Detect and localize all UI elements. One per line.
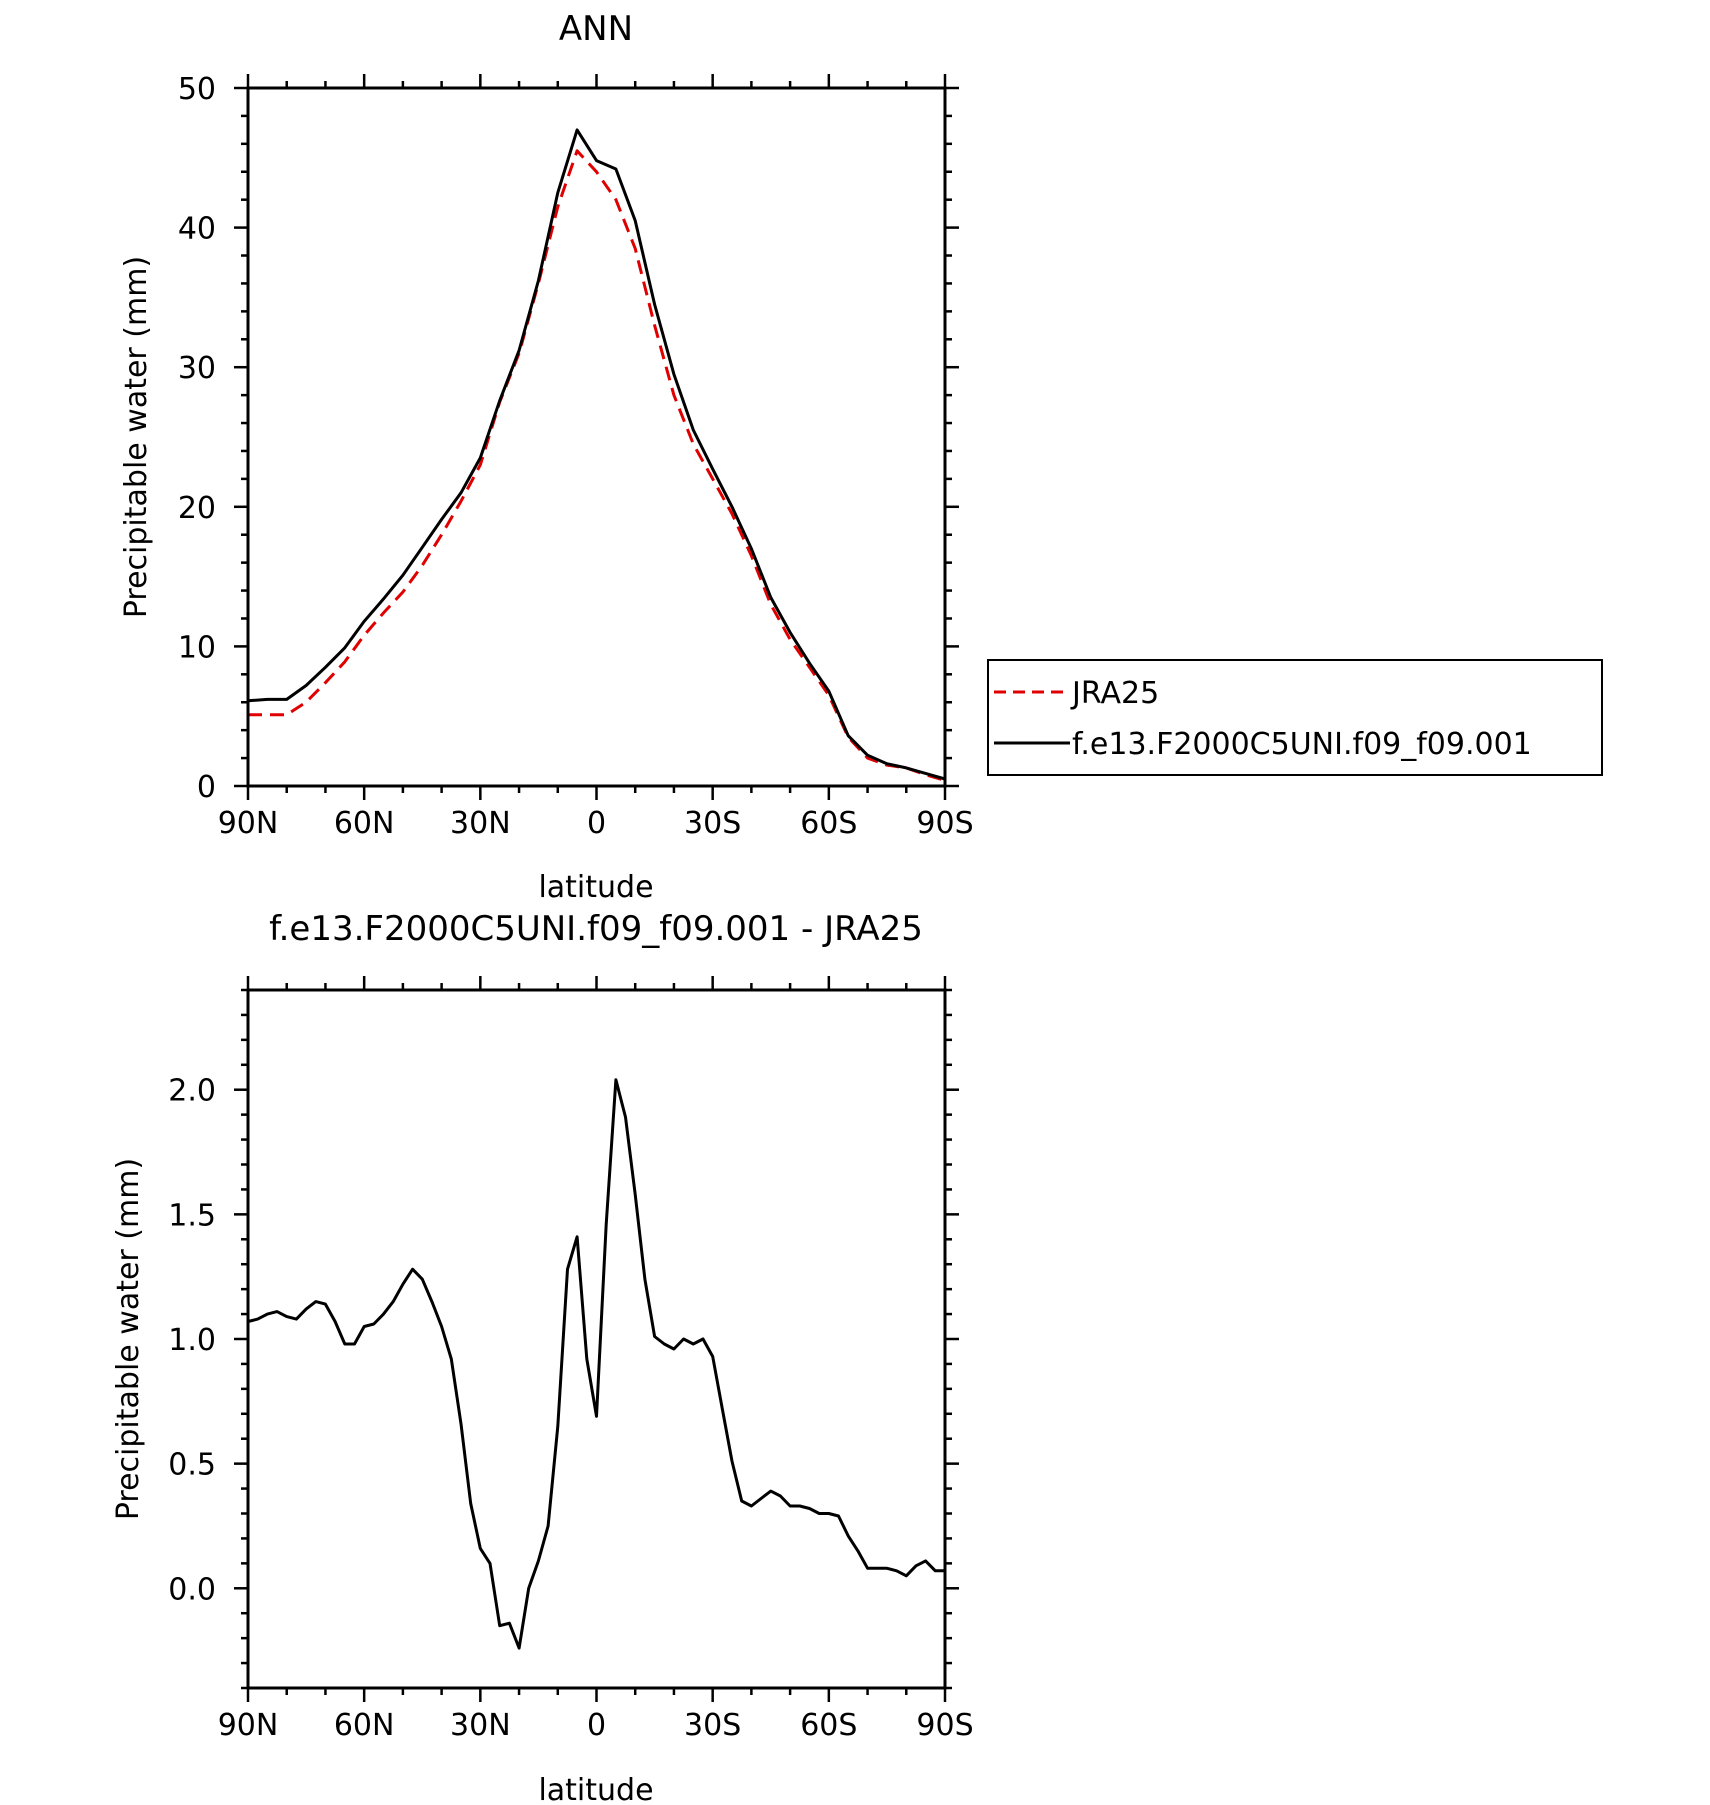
top-x-tick-label: 30N	[450, 806, 511, 841]
top-x-tick-label: 60N	[334, 806, 395, 841]
legend-box	[987, 659, 1603, 776]
bottom-y-tick-label: 1.0	[168, 1323, 216, 1358]
bottom-y-tick-label: 0.5	[168, 1448, 216, 1483]
top-y-tick-label: 30	[178, 351, 216, 386]
bottom-x-axis-label: latitude	[538, 1773, 653, 1805]
bottom-series-lines	[247, 1078, 945, 1650]
bottom-x-tick-label: 30N	[450, 1708, 511, 1743]
bottom-plot-frame	[246, 988, 947, 1690]
top-y-tick-label: 10	[178, 630, 216, 665]
top-plot-frame	[246, 86, 947, 788]
top-x-tick-label: 0	[587, 806, 606, 841]
legend: JRA25 f.e13.F2000C5UNI.f09_f09.001	[987, 659, 1603, 776]
bottom-x-tick-label: 0	[587, 1708, 606, 1743]
top-axis-ticks: 90N 60N 30N 0 30S 60S 90S 0 10 20 30 40 50	[178, 72, 974, 841]
top-y-tick-label: 0	[197, 770, 216, 805]
top-x-tick-label: 60S	[800, 806, 857, 841]
top-panel: ANN 90N 60N 30N 0 30S 60S 90S 0 10 20 30 40 50 latit…	[119, 9, 1603, 905]
legend-label-jra25: JRA25	[1070, 676, 1159, 711]
bottom-y-tick-label: 2.0	[168, 1074, 216, 1109]
top-y-axis-label: Precipitable water (mm)	[119, 256, 154, 618]
top-series-lines	[247, 128, 946, 782]
top-series-line-0	[248, 149, 946, 782]
legend-label-model: f.e13.F2000C5UNI.f09_f09.001	[1072, 727, 1532, 762]
top-y-tick-label: 40	[178, 212, 216, 247]
bottom-y-axis-label: Precipitable water (mm)	[111, 1158, 146, 1520]
top-y-tick-label: 20	[178, 491, 216, 526]
top-x-tick-label: 90N	[218, 806, 279, 841]
bottom-x-tick-label: 60N	[334, 1708, 395, 1743]
bottom-x-tick-label: 90S	[916, 1708, 973, 1743]
bottom-x-tick-label: 90N	[218, 1708, 279, 1743]
top-x-tick-label: 30S	[684, 806, 741, 841]
bottom-y-tick-label: 0.0	[168, 1572, 216, 1607]
bottom-series-line-0	[247, 1078, 945, 1650]
bottom-x-tick-label: 30S	[684, 1708, 741, 1743]
top-chart-title: ANN	[559, 9, 633, 49]
top-x-axis-label: latitude	[538, 870, 653, 905]
top-x-tick-label: 90S	[916, 806, 973, 841]
bottom-y-tick-label: 1.5	[168, 1198, 216, 1233]
bottom-panel: f.e13.F2000C5UNI.f09_f09.001 - JRA25 90N…	[111, 909, 974, 1805]
bottom-x-tick-label: 60S	[800, 1708, 857, 1743]
bottom-axis-ticks: 90N 60N 30N 0 30S 60S 90S 0.0 0.5 1.0 1.5 2.0	[168, 976, 974, 1743]
bottom-chart-title: f.e13.F2000C5UNI.f09_f09.001 - JRA25	[269, 909, 923, 949]
top-y-tick-label: 50	[178, 72, 216, 107]
top-series-line-1	[247, 128, 946, 781]
